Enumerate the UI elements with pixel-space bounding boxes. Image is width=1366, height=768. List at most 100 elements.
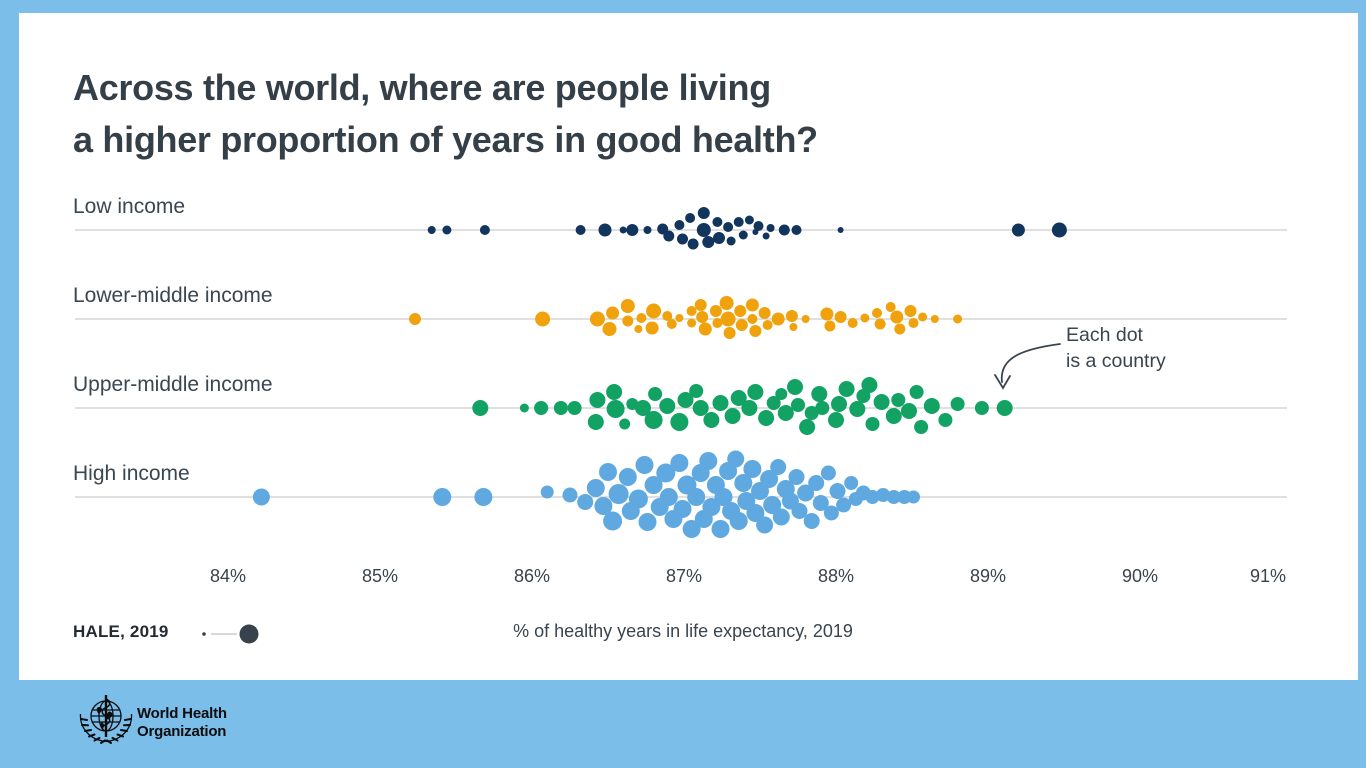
country-dot <box>766 396 781 410</box>
country-dot <box>914 420 929 434</box>
country-dot <box>745 298 759 312</box>
country-dot <box>472 400 489 416</box>
country-dot <box>474 488 493 506</box>
page-title-line2: a higher proportion of years in good hea… <box>73 119 818 160</box>
country-dot <box>831 396 847 412</box>
country-dot <box>608 484 629 504</box>
country-dot <box>762 232 770 240</box>
who-logo-icon <box>79 695 133 744</box>
country-dot <box>427 226 436 234</box>
country-dot <box>874 318 886 330</box>
country-dot <box>758 307 771 319</box>
country-dot <box>733 217 744 227</box>
country-dot <box>909 385 924 399</box>
x-axis-tick-label: 86% <box>513 566 551 586</box>
country-dot <box>907 490 920 504</box>
country-dot <box>897 490 912 504</box>
country-dot <box>687 238 699 250</box>
who-text-line1: World Health <box>137 705 227 722</box>
country-dot <box>849 401 866 417</box>
country-dot <box>766 224 775 232</box>
page-title-line1: Across the world, where are people livin… <box>73 67 771 108</box>
country-dot <box>829 483 846 499</box>
country-dot <box>908 318 919 328</box>
x-axis-tick-label: 85% <box>361 566 399 586</box>
country-dot <box>974 401 989 415</box>
country-dot <box>433 488 452 506</box>
country-dot <box>606 400 625 418</box>
country-dot <box>606 384 623 400</box>
country-dot <box>787 379 803 395</box>
country-dot <box>619 418 631 430</box>
country-dot <box>801 315 810 323</box>
annotation-each-dot: Each dot is a country <box>1066 322 1166 374</box>
country-dot <box>753 221 764 231</box>
country-dot <box>567 401 582 415</box>
country-dot <box>775 388 788 400</box>
country-dot <box>599 463 617 481</box>
country-dot <box>656 463 676 483</box>
country-dot <box>803 513 820 529</box>
country-dot <box>1011 223 1025 237</box>
country-dot <box>791 225 802 235</box>
country-dot <box>838 381 855 397</box>
country-dot <box>788 469 805 485</box>
country-dot <box>930 315 939 323</box>
country-dot <box>694 299 707 311</box>
country-dot <box>696 223 711 237</box>
country-dot <box>726 236 736 246</box>
country-dot <box>594 497 613 515</box>
country-dot <box>749 325 762 337</box>
country-dot <box>738 230 748 240</box>
country-dot <box>553 401 568 415</box>
x-axis-tick-label: 91% <box>1249 566 1287 586</box>
annotation-arrow <box>994 343 1061 390</box>
country-dot <box>575 225 586 235</box>
country-dot <box>638 513 657 531</box>
country-dot <box>697 207 710 219</box>
row-label-high-income: High income <box>73 462 190 485</box>
country-dot <box>820 465 836 481</box>
country-dot <box>685 213 696 223</box>
country-dot <box>540 485 554 499</box>
country-dot <box>837 227 844 233</box>
country-dot <box>876 488 891 502</box>
country-dot <box>519 403 529 413</box>
country-dot <box>699 452 718 470</box>
country-dot <box>692 400 709 416</box>
country-dot <box>950 397 965 411</box>
country-dot <box>670 454 689 472</box>
row-label-lower-middle-income: Lower-middle income <box>73 284 273 307</box>
country-dot <box>598 223 612 237</box>
footer-band <box>0 680 1366 768</box>
country-dot <box>712 318 723 328</box>
country-dot <box>646 303 662 319</box>
country-dot <box>820 307 834 321</box>
country-dot <box>815 401 830 415</box>
country-dot <box>891 393 906 407</box>
annotation-line1: Each dot <box>1066 324 1143 346</box>
country-dot <box>771 312 785 326</box>
country-dot <box>626 224 639 236</box>
country-dot <box>674 220 685 230</box>
country-dot <box>872 308 882 318</box>
country-dot <box>799 419 816 435</box>
country-dot <box>873 394 890 410</box>
country-dot <box>824 320 836 332</box>
country-dot <box>252 488 270 506</box>
country-dot <box>577 494 594 510</box>
country-dot <box>763 496 782 514</box>
country-dot <box>860 313 870 323</box>
country-dot <box>534 401 549 415</box>
country-dot <box>777 405 794 421</box>
country-dot <box>711 520 730 538</box>
country-dot <box>758 410 775 426</box>
country-dot <box>724 408 741 424</box>
country-dot <box>673 500 692 518</box>
country-dot <box>770 459 787 475</box>
country-dot <box>735 319 748 331</box>
country-dot <box>743 460 762 478</box>
country-dot <box>709 305 722 317</box>
country-dot <box>589 392 606 408</box>
country-dot <box>778 224 790 236</box>
